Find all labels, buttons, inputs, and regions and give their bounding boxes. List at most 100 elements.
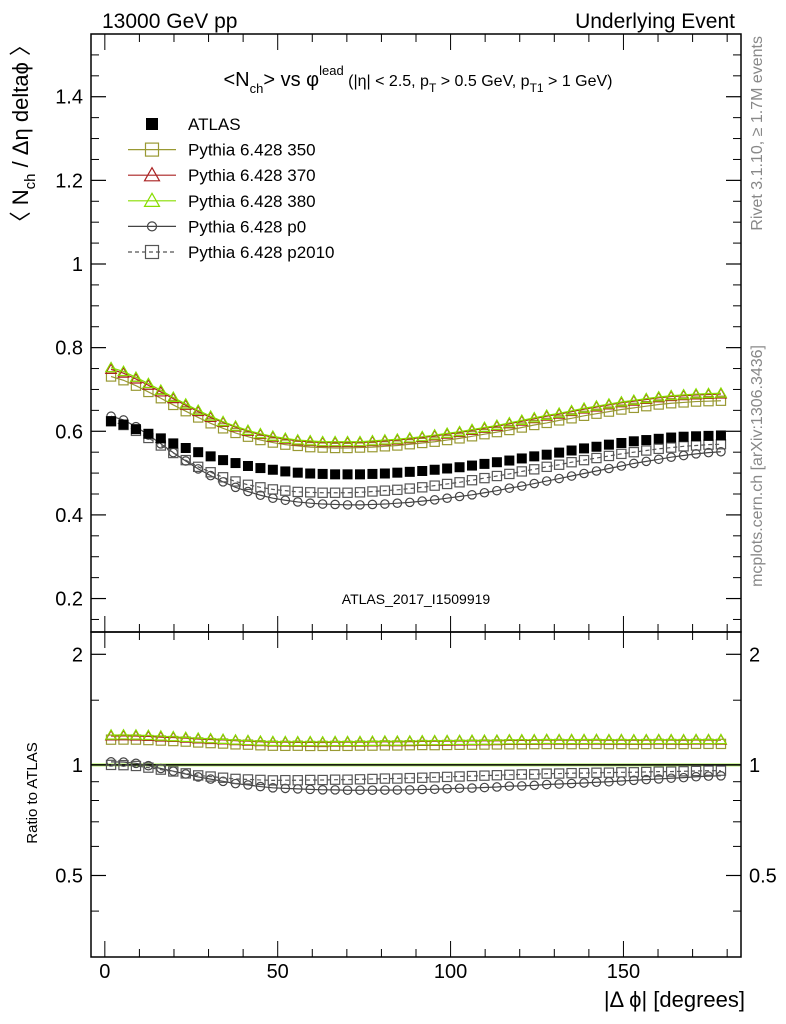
data-point: [454, 462, 465, 473]
data-point: [516, 481, 527, 491]
data-point: [205, 467, 216, 478]
data-point: [690, 396, 702, 407]
data-point: [653, 399, 664, 410]
ratio-point: [702, 733, 715, 745]
data-point: [217, 423, 229, 434]
ratio-point: [590, 733, 603, 745]
data-point: [491, 457, 502, 468]
ratio-point: [143, 762, 154, 773]
ratio-point: [578, 767, 590, 779]
rivet-label: Rivet 3.1.10, ≥ 1.7M events: [749, 36, 766, 231]
series-line: [110, 415, 721, 506]
data-point: [267, 464, 278, 475]
ratio-point: [666, 773, 676, 784]
data-point: [118, 419, 129, 430]
data-point: [541, 476, 552, 486]
data-point: [243, 486, 253, 497]
data-point: [666, 452, 676, 462]
data-point: [417, 437, 428, 449]
ratio-point: [653, 774, 664, 784]
ratio-point: [579, 778, 589, 788]
ratio-point: [268, 783, 278, 793]
data-point: [703, 395, 714, 407]
analysis-watermark: ATLAS_2017_I1509919: [342, 591, 491, 607]
data-point: [440, 426, 454, 438]
data-point: [591, 441, 602, 452]
data-point: [529, 464, 540, 475]
data-point: [429, 436, 440, 447]
data-point: [479, 429, 490, 440]
data-point: [280, 439, 291, 450]
x-tick-label: 150: [607, 961, 640, 983]
data-point: [404, 439, 415, 450]
ratio-point: [553, 768, 565, 779]
data-point: [266, 429, 280, 441]
header-right: Underlying Event: [575, 10, 735, 33]
ratio-series-line: [111, 761, 721, 791]
x-tick-label: 50: [267, 961, 289, 983]
data-point: [504, 424, 515, 436]
data-point: [628, 402, 640, 414]
data-point: [429, 495, 440, 505]
data-point: [168, 447, 179, 459]
data-point: [254, 427, 267, 439]
data-point: [230, 427, 241, 439]
ratio-point: [142, 729, 155, 741]
ratio-point: [664, 733, 678, 745]
ratio-point: [305, 784, 316, 795]
data-point: [417, 496, 428, 506]
ratio-point: [529, 769, 540, 780]
data-point: [292, 467, 303, 478]
data-point: [566, 445, 577, 456]
ratio-point: [454, 771, 465, 782]
data-point: [616, 437, 627, 448]
ratio-point: [441, 771, 453, 783]
data-point: [404, 466, 415, 477]
legend-marker: [143, 166, 161, 182]
data-point: [578, 410, 590, 422]
ratio-series-pythia-6-428-p0: [106, 757, 726, 796]
ratio-point: [541, 768, 552, 779]
ratio-point: [415, 734, 429, 746]
data-point: [217, 472, 229, 483]
data-point: [516, 466, 527, 477]
data-point: [479, 487, 490, 498]
data-point: [291, 433, 305, 445]
data-point: [715, 395, 727, 406]
ratio-point: [242, 774, 254, 785]
data-point: [179, 397, 193, 409]
data-point: [367, 441, 378, 453]
series-pythia-6-428-350: [105, 371, 727, 454]
data-point: [367, 499, 378, 510]
data-point: [180, 406, 191, 417]
data-point: [664, 389, 678, 401]
data-point: [627, 393, 641, 405]
ratio-point: [566, 778, 577, 789]
data-point: [280, 466, 291, 477]
data-point: [453, 425, 466, 437]
ratio-point: [577, 733, 591, 745]
series-line: [110, 367, 721, 443]
ratio-point: [342, 774, 353, 785]
main-y-tick-label: 0.2: [55, 589, 83, 611]
main-y-tick-label: 0.8: [55, 338, 83, 360]
data-point: [379, 468, 390, 479]
data-point: [168, 399, 179, 411]
ratio-point: [653, 766, 664, 777]
data-point: [641, 445, 652, 456]
data-point: [392, 484, 403, 496]
data-point: [205, 418, 216, 429]
data-point: [354, 469, 365, 480]
series-line: [110, 375, 721, 449]
ratio-point: [465, 733, 479, 745]
ratio-point: [714, 733, 728, 745]
data-point: [590, 399, 603, 411]
ratio-y-axis-label: Ratio to ATLAS: [24, 742, 41, 843]
data-point: [292, 486, 303, 498]
data-point: [665, 442, 677, 453]
data-point: [652, 390, 666, 402]
ratio-point: [154, 729, 168, 741]
ratio-point: [703, 765, 714, 776]
ratio-reference-band: [91, 763, 741, 767]
data-point: [552, 406, 566, 418]
